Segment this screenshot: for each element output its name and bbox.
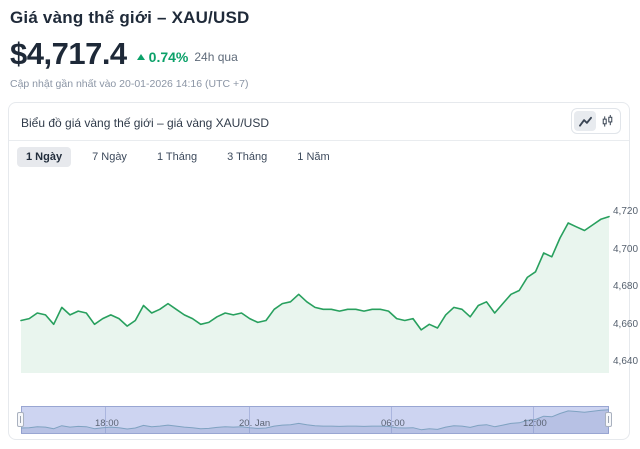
- y-axis-label: 4,680: [613, 281, 639, 292]
- tab-7-days[interactable]: 7 Ngày: [83, 147, 136, 167]
- x-axis-label: 12:00: [523, 418, 547, 429]
- y-axis-label: 4,660: [613, 319, 639, 330]
- chart-card: Biểu đồ giá vàng thế giới – giá vàng XAU…: [8, 102, 638, 440]
- chart-card-title: Biểu đồ giá vàng thế giới – giá vàng XAU…: [21, 116, 270, 130]
- navigator-gridline: [391, 407, 392, 433]
- line-chart-button[interactable]: [574, 111, 596, 131]
- chart-type-toggle: [571, 108, 621, 134]
- change-period: 24h qua: [194, 50, 238, 64]
- tab-1-day[interactable]: 1 Ngày: [17, 147, 72, 167]
- candlestick-icon: [601, 114, 614, 128]
- range-tabs: 1 Ngày 7 Ngày 1 Tháng 3 Tháng 1 Năm: [17, 147, 339, 167]
- candlestick-button[interactable]: [596, 111, 618, 131]
- header-divider: [9, 140, 629, 141]
- tab-1-year[interactable]: 1 Năm: [288, 147, 338, 167]
- x-axis-label: 06:00: [381, 418, 405, 429]
- navigator-gridline: [249, 407, 250, 433]
- navigator[interactable]: [21, 406, 609, 434]
- price-value: $4,717.4: [10, 36, 127, 71]
- change-percent: 0.74%: [148, 49, 189, 65]
- x-axis-label: 20. Jan: [239, 418, 271, 429]
- y-axis-label: 4,640: [613, 356, 639, 367]
- tab-1-month[interactable]: 1 Tháng: [148, 147, 206, 167]
- navigator-left-handle[interactable]: [17, 412, 24, 427]
- navigator-gridline: [105, 407, 106, 433]
- handle-grip: [608, 416, 609, 423]
- navigator-right-handle[interactable]: [605, 412, 612, 427]
- up-arrow-icon: [136, 54, 145, 60]
- y-axis-label: 4,700: [613, 244, 639, 255]
- y-axis-label: 4,720: [613, 206, 639, 217]
- price-row: $4,717.4 0.74% 24h qua: [10, 38, 238, 69]
- tab-3-months[interactable]: 3 Tháng: [218, 147, 276, 167]
- last-updated-text: Cập nhật gần nhất vào 20-01-2026 14:16 (…: [10, 78, 249, 90]
- change-badge: 0.74% 24h qua: [136, 49, 238, 65]
- price-chart[interactable]: [9, 103, 631, 440]
- handle-grip: [20, 416, 21, 423]
- page-title: Giá vàng thế giới – XAU/USD: [10, 8, 250, 27]
- x-axis-label: 18:00: [95, 418, 119, 429]
- line-chart-icon: [578, 115, 593, 128]
